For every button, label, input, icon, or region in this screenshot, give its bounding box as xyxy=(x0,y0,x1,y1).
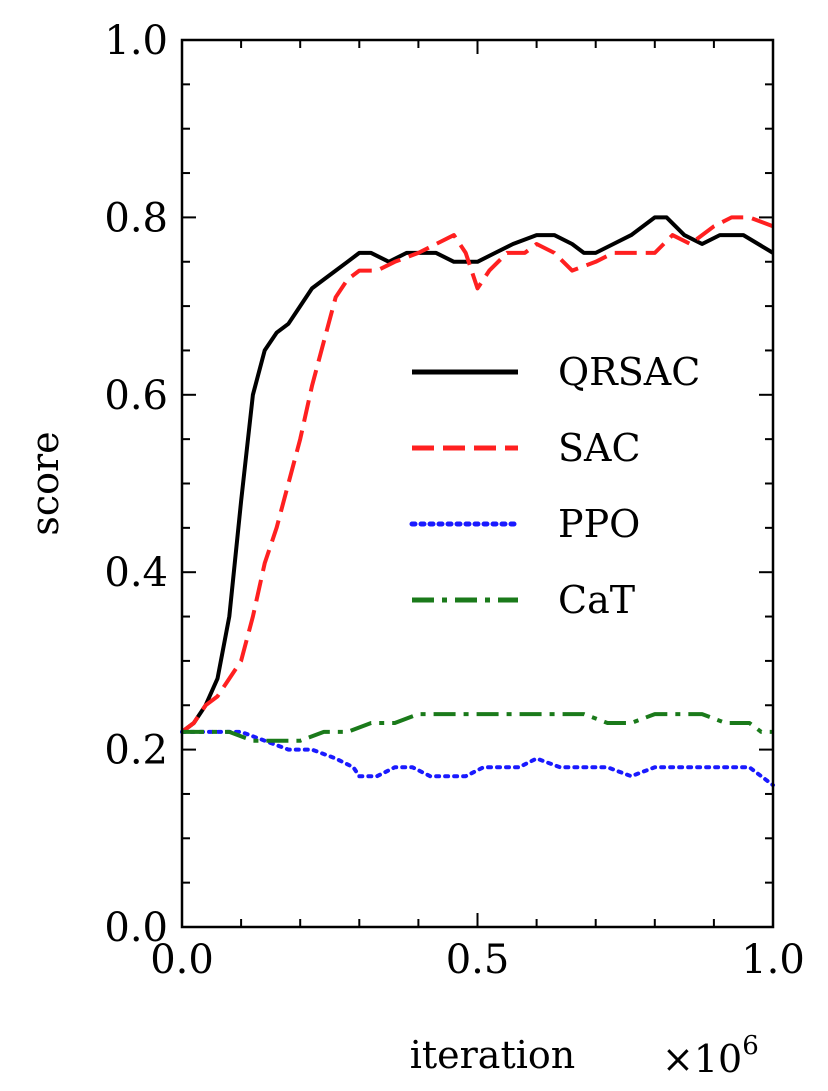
tick-labels: 0.0 0.2 0.4 0.6 0.8 1.0 0.0 0.5 1.0 xyxy=(104,18,804,983)
x-tick-label: 1.0 xyxy=(741,937,805,983)
legend: QRSAC SAC PPO CaT xyxy=(409,350,700,622)
series-line-ppo xyxy=(180,729,775,788)
x-axis-title: iteration xyxy=(410,1033,576,1077)
y-axis-title: score xyxy=(23,431,67,535)
y-tick-label: 0.8 xyxy=(104,195,168,241)
multiplier-exponent: 6 xyxy=(742,1031,759,1061)
series-line-sac xyxy=(180,215,774,734)
legend-label-sac: SAC xyxy=(558,426,641,470)
x-tick-label: 0.5 xyxy=(446,937,510,983)
ticks-layer xyxy=(181,39,774,928)
multiplier-base: ×10 xyxy=(662,1037,742,1081)
lines-layer xyxy=(180,215,775,788)
y-tick-label: 0.0 xyxy=(104,905,168,951)
legend-label-qrsac: QRSAC xyxy=(558,350,700,394)
plot-frame xyxy=(180,38,775,929)
x-tick-label: 0.0 xyxy=(150,937,214,983)
y-tick-label: 0.6 xyxy=(104,373,168,419)
series-line-cat xyxy=(182,712,773,743)
x-axis-multiplier: ×106 xyxy=(662,1031,759,1081)
legend-label-cat: CaT xyxy=(558,578,635,622)
y-tick-label: 0.2 xyxy=(104,728,168,774)
y-tick-label: 1.0 xyxy=(104,18,168,64)
series-line-qrsac xyxy=(180,215,775,734)
legend-label-ppo: PPO xyxy=(558,502,640,546)
y-tick-label: 0.4 xyxy=(104,550,168,596)
